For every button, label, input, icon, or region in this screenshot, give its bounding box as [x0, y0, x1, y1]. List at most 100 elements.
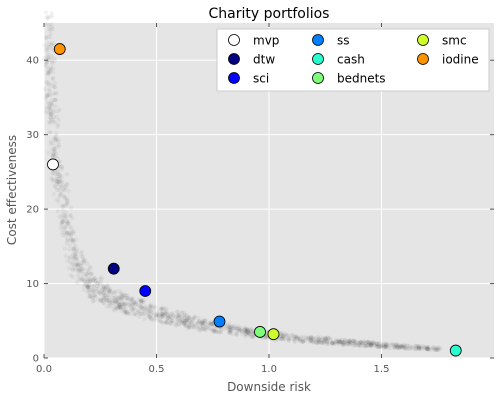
cloud-point [158, 306, 164, 312]
cloud-point [245, 326, 250, 332]
cloud-point [107, 288, 112, 293]
cloud-point [313, 340, 318, 345]
cloud-point [141, 306, 146, 311]
cloud-point [48, 139, 53, 144]
cloud-point [59, 167, 65, 172]
cloud-point [314, 340, 319, 345]
cloud-point [374, 343, 380, 349]
cloud-point [167, 314, 173, 319]
cloud-point [54, 155, 60, 161]
cloud-point [302, 338, 308, 343]
cloud-point [347, 339, 352, 345]
cloud-point [67, 256, 72, 261]
cloud-point [233, 325, 239, 331]
cloud-point [64, 182, 69, 187]
cloud-point [199, 319, 205, 324]
cloud-point [371, 340, 376, 346]
cloud-point [141, 297, 146, 303]
cloud-point [87, 293, 92, 299]
cloud-point [92, 293, 97, 298]
cloud-point [75, 262, 80, 268]
cloud-point [121, 293, 127, 298]
cloud-point [426, 345, 432, 350]
cloud-point [164, 319, 170, 324]
cloud-point [44, 35, 49, 40]
cloud-point [399, 344, 404, 349]
cloud-point [318, 335, 323, 340]
cloud-point [117, 304, 123, 310]
cloud-point [105, 295, 110, 301]
cloud-point [101, 290, 106, 296]
cloud-point [229, 329, 235, 334]
cloud-point [435, 345, 441, 351]
cloud-point [328, 336, 334, 342]
cloud-point [239, 325, 244, 331]
cloud-point [45, 44, 50, 50]
cloud-point [190, 318, 195, 324]
cloud-point [323, 336, 328, 341]
cloud-point [154, 313, 159, 319]
cloud-point [433, 346, 439, 351]
cloud-point [301, 339, 306, 344]
cloud-point [162, 310, 167, 315]
cloud-point [68, 238, 73, 243]
cloud-point [210, 328, 215, 333]
cloud-point [178, 317, 184, 323]
cloud-point [87, 294, 93, 299]
cloud-point [200, 323, 206, 328]
cloud-point [202, 318, 207, 323]
cloud-point [298, 337, 303, 343]
cloud-point [66, 230, 72, 236]
cloud-point [371, 341, 377, 346]
cloud-point [283, 331, 288, 336]
cloud-point [60, 232, 65, 238]
cloud-point [243, 325, 248, 330]
cloud-point [398, 345, 404, 350]
cloud-point [46, 67, 51, 72]
cloud-point [43, 10, 49, 15]
cloud-point [65, 221, 70, 226]
cloud-point [365, 339, 370, 345]
cloud-point [114, 305, 119, 310]
cloud-point [338, 337, 344, 342]
cloud-point [53, 138, 58, 144]
legend-marker-sci [228, 72, 240, 84]
cloud-point [182, 318, 187, 324]
cloud-point [286, 337, 291, 343]
cloud-point [141, 300, 146, 305]
cloud-point [301, 334, 307, 339]
cloud-point [208, 321, 214, 327]
cloud-point [48, 65, 53, 70]
cloud-point [376, 341, 382, 347]
cloud-point [239, 332, 245, 337]
cloud-point [97, 297, 103, 303]
cloud-point [89, 272, 94, 277]
cloud-point [112, 304, 118, 310]
legend-marker-iodine [417, 53, 429, 65]
cloud-point [50, 26, 55, 32]
cloud-point [101, 300, 106, 305]
cloud-point [183, 323, 188, 328]
cloud-point [52, 183, 57, 189]
cloud-point [118, 295, 123, 300]
cloud-point [123, 292, 128, 298]
cloud-point [54, 131, 59, 136]
cloud-point [51, 119, 56, 124]
cloud-point [337, 339, 342, 345]
cloud-point [263, 334, 269, 340]
cloud-point [391, 345, 397, 350]
cloud-point [103, 293, 108, 298]
cloud-point [157, 317, 162, 322]
cloud-point [120, 295, 125, 300]
cloud-point [167, 314, 172, 320]
cloud-point [160, 313, 165, 319]
cloud-point [72, 246, 77, 252]
cloud-point [63, 213, 69, 219]
cloud-point [45, 72, 51, 77]
cloud-point [175, 314, 180, 319]
cloud-point [42, 87, 47, 92]
cloud-point [55, 171, 60, 176]
cloud-point [48, 21, 54, 27]
cloud-point [113, 298, 118, 304]
cloud-point [47, 93, 53, 98]
